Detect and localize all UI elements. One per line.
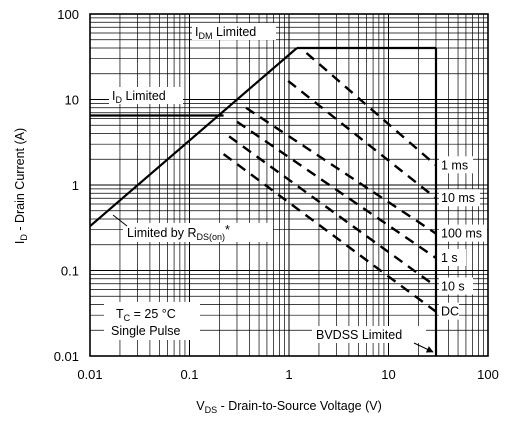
series-line <box>245 106 437 235</box>
series-label-bg <box>439 156 473 174</box>
series-labels: 1 ms 10 ms 100 ms 1 s 10 s DC <box>439 156 487 320</box>
series-line <box>228 135 437 288</box>
y-axis-title: ID - Drain Current (A) <box>13 128 29 244</box>
x-tick-label: 0.01 <box>77 367 102 382</box>
idm-limited-label-bg <box>192 23 276 40</box>
idm-limited-label: IDM Limited <box>195 25 256 41</box>
series-label-bg <box>439 189 480 207</box>
y-tick-label: 1 <box>72 178 79 193</box>
rds-limited-pointer <box>112 214 128 227</box>
rds-limited-label: Limited by RDS(on)* <box>127 223 230 242</box>
x-tick-label: 10 <box>381 367 395 382</box>
x-tick-label: 100 <box>477 367 499 382</box>
boundary-rds-limited <box>89 47 298 228</box>
plot-frame <box>89 13 489 357</box>
series-label: 100 ms <box>441 227 482 241</box>
bvdss-limited-label-bg <box>312 326 426 343</box>
y-tick-label: 0.1 <box>61 264 79 279</box>
y-tick-label: 100 <box>57 7 79 22</box>
id-limited-label-bg <box>109 87 183 104</box>
series-label-bg <box>439 224 487 242</box>
bvdss-limited-label: BVDSS Limited <box>316 328 402 342</box>
id-limited-label: ID Limited <box>112 89 166 105</box>
series-label-bg <box>439 277 473 295</box>
conditions-line-2: Single Pulse <box>111 324 181 338</box>
series-line <box>287 79 437 200</box>
series-label: 1 ms <box>441 158 468 172</box>
series-label: DC <box>441 305 459 319</box>
conditions-line-1: TC = 25 °C <box>116 307 176 323</box>
tick-labels: 0.01 0.1 1 10 100 0.01 0.1 1 10 100 <box>54 7 499 382</box>
pulse-series <box>222 52 437 313</box>
series-label: 1 s <box>441 251 458 265</box>
series-label-bg <box>439 249 466 267</box>
y-tick-label: 10 <box>65 93 79 108</box>
series-line <box>236 120 437 259</box>
x-tick-label: 0.1 <box>180 367 198 382</box>
y-tick-label: 0.01 <box>54 349 79 364</box>
rds-limited-label-bg <box>123 223 273 242</box>
x-tick-label: 1 <box>285 367 292 382</box>
bvdss-limited-arrow <box>413 342 434 353</box>
x-axis-title: VDS - Drain-to-Source Voltage (V) <box>196 399 382 415</box>
series-label-bg <box>439 302 459 320</box>
series-label: 10 ms <box>441 191 475 205</box>
series-line <box>305 52 437 167</box>
conditions-label-bg <box>104 302 200 340</box>
series-label: 10 s <box>441 279 465 293</box>
boundary-lines <box>89 46 438 356</box>
